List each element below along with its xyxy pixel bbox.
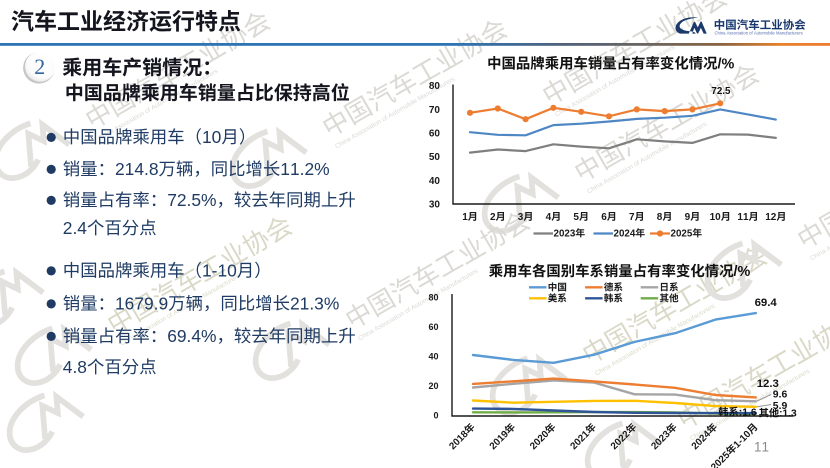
svg-text:/%: /% (734, 264, 751, 280)
svg-text:4: 4 (546, 212, 552, 223)
svg-text:20: 20 (428, 381, 438, 391)
svg-text:1-10: 1-10 (202, 261, 237, 281)
svg-text:11: 11 (737, 212, 749, 223)
svg-text:80: 80 (429, 81, 441, 92)
svg-text:80: 80 (428, 293, 438, 303)
svg-text:12.3: 12.3 (757, 378, 779, 390)
svg-text:10: 10 (710, 212, 722, 223)
svg-text:11.2%: 11.2% (280, 159, 329, 179)
svg-text:2: 2 (490, 212, 496, 223)
svg-text:72.5: 72.5 (711, 86, 731, 97)
svg-text:1: 1 (462, 212, 468, 223)
svg-text:4.8: 4.8 (63, 357, 87, 377)
svg-text:9: 9 (685, 212, 691, 223)
svg-text:2023: 2023 (554, 229, 576, 240)
svg-text:8: 8 (657, 212, 663, 223)
svg-text:21.3%: 21.3% (290, 294, 339, 314)
svg-text:9.6: 9.6 (773, 390, 788, 401)
svg-text:0: 0 (433, 411, 438, 421)
svg-text:2: 2 (34, 54, 45, 79)
svg-text::1.3: :1.3 (779, 409, 797, 420)
svg-text:40: 40 (428, 352, 438, 362)
svg-text:3: 3 (518, 212, 524, 223)
svg-text:5: 5 (573, 212, 579, 223)
svg-text:1679.9: 1679.9 (115, 294, 168, 314)
svg-text:69.4%: 69.4% (167, 326, 216, 346)
svg-text:40: 40 (429, 176, 441, 187)
svg-text:214.8: 214.8 (115, 159, 159, 179)
svg-text:30: 30 (429, 200, 441, 211)
svg-text:50: 50 (429, 152, 441, 163)
svg-text:60: 60 (429, 129, 441, 140)
svg-text:2025: 2025 (671, 229, 693, 240)
svg-text:12: 12 (765, 212, 777, 223)
svg-text::1.6: :1.6 (739, 408, 757, 419)
svg-text:6: 6 (601, 212, 607, 223)
svg-text:11: 11 (754, 440, 769, 455)
svg-text:China Association of Automobil: China Association of Automobile Manufact… (715, 31, 803, 36)
svg-text:5.9: 5.9 (773, 401, 788, 412)
svg-text:/%: /% (718, 56, 735, 72)
svg-text:2.4: 2.4 (63, 218, 88, 238)
svg-text:72.5%: 72.5% (167, 190, 216, 210)
svg-text:70: 70 (429, 105, 441, 116)
svg-text:2024: 2024 (614, 229, 636, 240)
svg-text:7: 7 (629, 212, 635, 223)
svg-text:69.4: 69.4 (755, 297, 778, 309)
svg-text:60: 60 (428, 322, 438, 332)
svg-text:10: 10 (202, 127, 221, 147)
